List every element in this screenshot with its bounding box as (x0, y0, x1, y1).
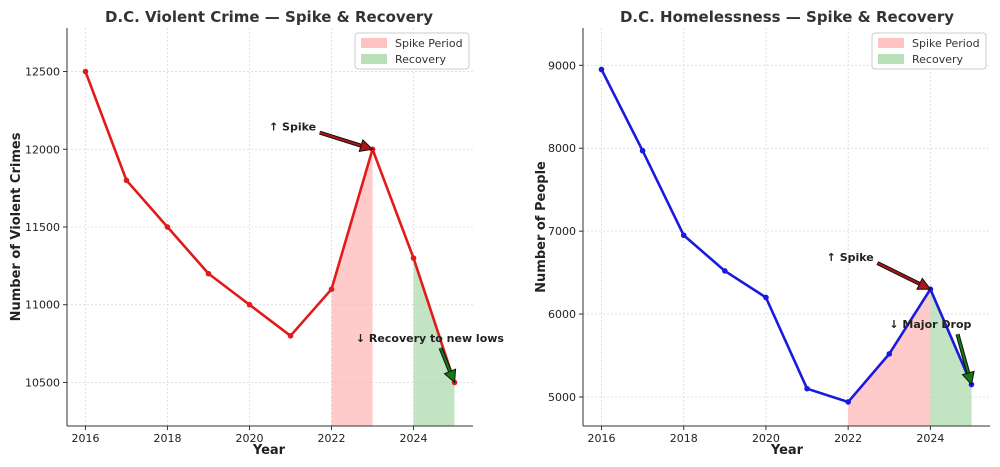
data-point (886, 351, 893, 357)
tick-labels: 2016 2018 2020 2022 2024 10500 11000 11500 12000… (25, 66, 428, 445)
x-tick-label: 2016 (588, 432, 616, 445)
recovery-region (413, 258, 455, 426)
data-point (680, 232, 687, 239)
data-point (123, 177, 130, 184)
recovery-region (930, 289, 972, 426)
data-line (600, 68, 973, 404)
shaded-regions (331, 149, 455, 426)
violent-crime-chart: D.C. Violent Crime — Spike & Recovery Ye… (9, 8, 504, 458)
tick-labels: 2016 2018 2020 2022 2024 5000 6000 7000 8000 9000 (548, 59, 944, 445)
x-tick-label: 2020 (235, 432, 263, 445)
series-line (84, 71, 456, 383)
y-tick-label: 10500 (25, 376, 60, 389)
y-tick-label: 6000 (548, 308, 576, 321)
data-point (598, 66, 605, 73)
annotations: ↑ Spike ↓ Recovery to new lows (269, 121, 505, 384)
y-tick-label: 12000 (25, 143, 60, 156)
homelessness-chart: D.C. Homelessness — Spike & Recovery Yea… (534, 8, 990, 458)
legend-label: Spike Period (395, 37, 463, 50)
series-line (600, 68, 973, 404)
data-line (84, 71, 456, 383)
spike-region (331, 149, 373, 426)
legend-label: Recovery (395, 53, 446, 66)
legend: Spike Period Recovery (354, 32, 470, 70)
annotation-text: ↑ Spike (269, 121, 316, 134)
x-axis-label: Year (252, 443, 286, 458)
y-tick-label: 11000 (25, 299, 60, 312)
data-point (287, 333, 294, 339)
y-tick-label: 5000 (548, 391, 576, 404)
y-tick-label: 8000 (548, 142, 576, 155)
data-point (804, 385, 810, 392)
x-tick-label: 2020 (752, 432, 780, 445)
annotations: ↑ Spike ↓ Major Drop (827, 251, 975, 386)
data-point (845, 399, 851, 405)
chart-title: D.C. Violent Crime — Spike & Recovery (105, 8, 433, 26)
annotation-arrowhead (961, 370, 975, 386)
x-tick-label: 2018 (153, 432, 181, 445)
x-axis-label: Year (770, 443, 804, 458)
legend-label: Spike Period (912, 37, 980, 50)
data-point (763, 294, 769, 301)
annotation-arrowhead (358, 139, 374, 153)
data-point (722, 268, 728, 274)
data-point (164, 224, 171, 230)
annotation-arrow (876, 262, 921, 285)
data-point (205, 270, 212, 277)
legend-swatch (361, 38, 387, 48)
x-tick-label: 2018 (670, 432, 698, 445)
grid (67, 28, 473, 426)
data-point (410, 255, 417, 261)
annotation-arrowhead (443, 368, 457, 384)
annotation-text: ↓ Recovery to new lows (356, 332, 505, 345)
y-axis-label: Number of People (534, 161, 549, 293)
x-tick-label: 2022 (318, 432, 346, 445)
annotation-text: ↓ Major Drop (889, 318, 971, 331)
y-tick-label: 7000 (548, 225, 576, 238)
y-tick-label: 12500 (25, 66, 60, 79)
legend: Spike Period Recovery (871, 32, 987, 70)
annotation-text: ↑ Spike (827, 251, 874, 264)
shaded-regions (848, 289, 972, 426)
annotation-arrowhead (916, 277, 932, 290)
legend-swatch (878, 54, 904, 64)
y-tick-label: 9000 (548, 59, 576, 72)
x-tick-label: 2022 (834, 432, 862, 445)
x-tick-label: 2016 (71, 432, 99, 445)
annotation-arrow (439, 347, 451, 372)
annotation-arrow (319, 131, 362, 147)
x-tick-label: 2024 (916, 432, 944, 445)
axes (582, 28, 990, 427)
data-point (246, 301, 253, 308)
chart-title: D.C. Homelessness — Spike & Recovery (620, 8, 954, 26)
legend-label: Recovery (912, 53, 963, 66)
legend-swatch (878, 38, 904, 48)
data-point (328, 286, 335, 292)
data-point (82, 68, 89, 75)
annotation-arrow (956, 333, 970, 374)
y-tick-label: 11500 (25, 221, 60, 234)
legend-swatch (361, 54, 387, 64)
data-point (639, 147, 646, 154)
x-tick-label: 2024 (400, 432, 428, 445)
y-axis-label: Number of Violent Crimes (9, 132, 24, 321)
